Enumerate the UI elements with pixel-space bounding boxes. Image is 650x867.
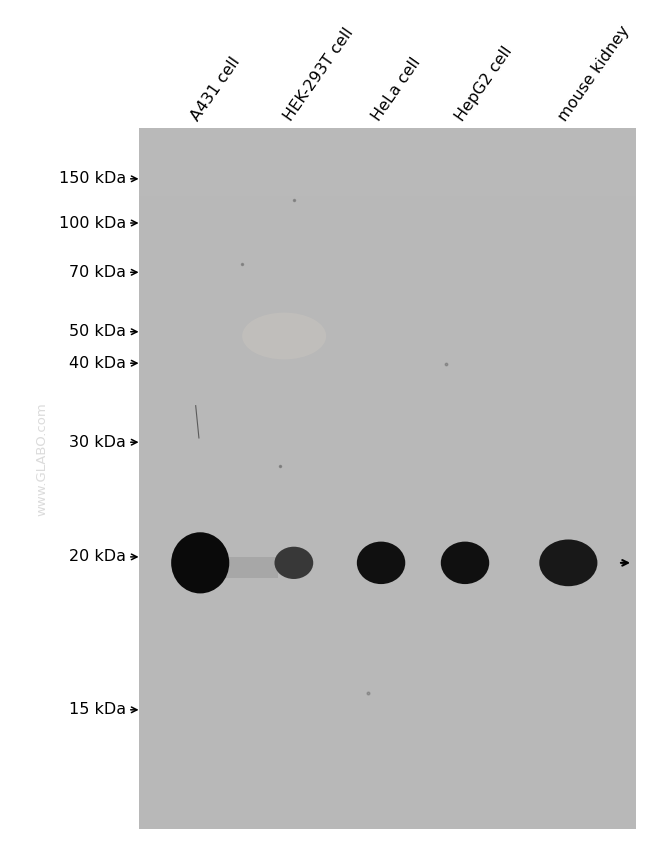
Text: 15 kDa: 15 kDa — [69, 702, 126, 717]
Text: 150 kDa: 150 kDa — [58, 172, 126, 186]
Text: HEK-293T cell: HEK-293T cell — [281, 25, 357, 124]
Text: HeLa cell: HeLa cell — [369, 55, 423, 124]
Ellipse shape — [357, 542, 405, 584]
Text: 40 kDa: 40 kDa — [69, 355, 126, 371]
Ellipse shape — [274, 547, 313, 579]
Bar — [213, 557, 278, 578]
Text: 50 kDa: 50 kDa — [69, 324, 126, 339]
Bar — [139, 127, 636, 829]
Text: 20 kDa: 20 kDa — [69, 550, 126, 564]
Text: 30 kDa: 30 kDa — [69, 434, 126, 450]
Text: 100 kDa: 100 kDa — [58, 216, 126, 231]
Ellipse shape — [242, 313, 326, 359]
Text: 70 kDa: 70 kDa — [69, 264, 126, 280]
Ellipse shape — [441, 542, 489, 584]
Text: A431 cell: A431 cell — [188, 55, 242, 124]
Bar — [139, 127, 636, 196]
Text: www.GLABO.com: www.GLABO.com — [36, 402, 49, 516]
Text: mouse kidney: mouse kidney — [556, 23, 633, 124]
Text: HepG2 cell: HepG2 cell — [453, 43, 515, 124]
Ellipse shape — [171, 532, 229, 593]
Ellipse shape — [540, 539, 597, 586]
